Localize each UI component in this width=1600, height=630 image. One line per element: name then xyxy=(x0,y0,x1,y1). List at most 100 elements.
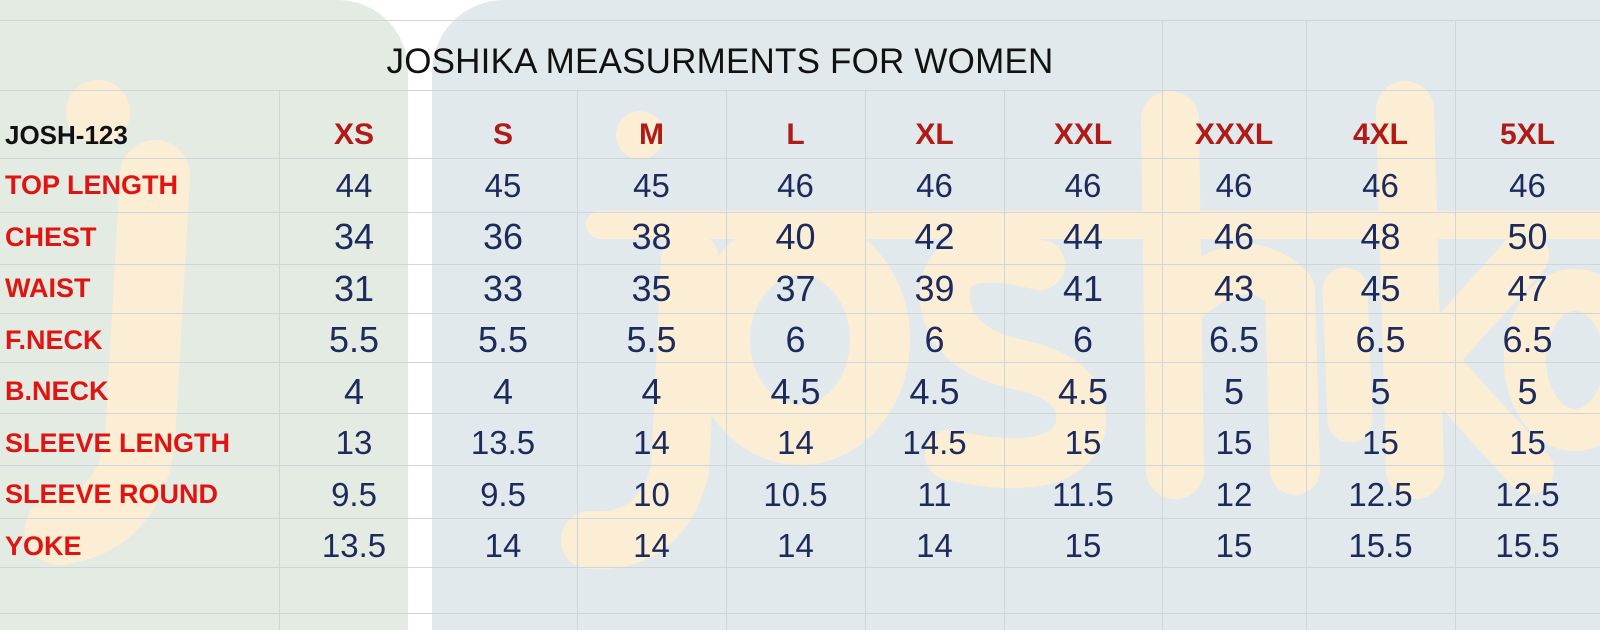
measurement-value: 14 xyxy=(633,424,670,462)
measurement-value: 35 xyxy=(631,267,672,309)
measurement-value: 11.5 xyxy=(1052,475,1114,513)
measurement-label: CHEST xyxy=(5,221,97,252)
measurement-value: 9.5 xyxy=(331,475,377,513)
measurement-value: 4 xyxy=(343,370,365,412)
measurement-value: 36 xyxy=(482,216,524,258)
measurement-value: 12.5 xyxy=(1495,475,1560,513)
measurement-value: 15 xyxy=(1509,424,1546,462)
measurement-value: 33 xyxy=(482,267,524,309)
measurement-label: B.NECK xyxy=(5,376,109,407)
chart-title: JOSHIKA MEASURMENTS FOR WOMEN xyxy=(386,42,1054,81)
size-header: 4XL xyxy=(1352,118,1409,151)
measurement-value: 5 xyxy=(1223,370,1245,412)
measurement-value: 5 xyxy=(1517,370,1538,412)
measurement-value: 14 xyxy=(777,527,814,565)
size-header: XXXL xyxy=(1194,118,1274,151)
measurement-value: 46 xyxy=(1509,166,1546,204)
size-header: M xyxy=(639,118,664,151)
table-row: TOP LENGTH 44 45 45 46 46 46 46 46 46 xyxy=(0,160,1600,212)
measurement-value: 46 xyxy=(1064,166,1102,204)
measurement-value: 31 xyxy=(333,267,375,309)
measurement-value: 39 xyxy=(914,267,955,309)
measurement-value: 5 xyxy=(1370,370,1391,412)
table-row: WAIST 31 33 35 37 39 41 43 45 47 xyxy=(0,263,1600,315)
measurement-value: 45 xyxy=(633,166,670,204)
measurement-value: 13.5 xyxy=(470,424,536,462)
measurement-value: 47 xyxy=(1507,267,1548,309)
measurement-value: 43 xyxy=(1213,267,1255,309)
measurement-value: 10.5 xyxy=(763,475,828,513)
measurement-value: 50 xyxy=(1507,216,1548,258)
measurement-value: 9.5 xyxy=(480,475,526,513)
measurement-label: SLEEVE LENGTH xyxy=(5,427,231,458)
measurement-value: 5.5 xyxy=(626,319,677,361)
measurement-label: TOP LENGTH xyxy=(5,170,179,201)
measurement-value: 42 xyxy=(914,216,955,258)
measurement-value: 46 xyxy=(1362,166,1399,204)
size-chart-table: JOSH-123 XS S M L XL XXL XXXL 4XL 5XL TO… xyxy=(0,110,1600,572)
measurement-value: 15 xyxy=(1362,424,1399,462)
measurement-value: 13.5 xyxy=(321,527,387,565)
measurement-value: 34 xyxy=(333,216,375,258)
size-header-row: JOSH-123 XS S M L XL XXL XXXL 4XL 5XL xyxy=(0,110,1600,160)
measurement-value: 6 xyxy=(1072,319,1094,361)
measurement-value: 4 xyxy=(492,370,514,412)
measurement-value: 5.5 xyxy=(328,319,380,361)
measurement-value: 48 xyxy=(1360,216,1401,258)
measurement-value: 44 xyxy=(335,166,373,204)
measurement-label: F.NECK xyxy=(5,324,103,355)
size-header: XXL xyxy=(1053,118,1113,151)
measurement-value: 12.5 xyxy=(1348,475,1413,513)
measurement-value: 45 xyxy=(484,166,522,204)
measurement-value: 12 xyxy=(1215,475,1253,513)
measurement-value: 14 xyxy=(633,527,670,565)
measurement-value: 10 xyxy=(633,475,670,513)
measurement-value: 46 xyxy=(1213,216,1255,258)
measurement-value: 4.5 xyxy=(909,370,960,412)
measurement-value: 13 xyxy=(335,424,373,462)
measurement-label: WAIST xyxy=(5,273,91,304)
measurement-label: SLEEVE ROUND xyxy=(5,479,219,510)
measurement-value: 15 xyxy=(1215,424,1253,462)
size-header: XS xyxy=(333,118,375,151)
measurement-value: 40 xyxy=(775,216,816,258)
measurement-value: 6.5 xyxy=(1355,319,1406,361)
measurement-value: 46 xyxy=(1215,166,1253,204)
measurement-value: 14.5 xyxy=(902,424,967,462)
measurement-value: 38 xyxy=(631,216,672,258)
measurement-value: 37 xyxy=(775,267,816,309)
size-header: L xyxy=(786,118,805,151)
measurement-label: YOKE xyxy=(5,530,82,561)
measurement-value: 41 xyxy=(1062,267,1104,309)
measurement-value: 6.5 xyxy=(1502,319,1553,361)
measurement-value: 15 xyxy=(1064,424,1102,462)
measurement-value: 14 xyxy=(777,424,814,462)
measurement-value: 15.5 xyxy=(1495,527,1560,565)
measurement-value: 4.5 xyxy=(770,370,821,412)
measurement-value: 45 xyxy=(1360,267,1401,309)
measurement-value: 6 xyxy=(785,319,806,361)
measurement-value: 46 xyxy=(777,166,814,204)
measurement-value: 44 xyxy=(1062,216,1104,258)
measurement-value: 15 xyxy=(1215,527,1253,565)
measurement-value: 4 xyxy=(641,370,662,412)
measurement-value: 46 xyxy=(916,166,953,204)
measurement-value: 6.5 xyxy=(1208,319,1260,361)
size-header: 5XL xyxy=(1499,118,1556,151)
size-header: XL xyxy=(915,118,954,151)
table-row: YOKE 13.5 14 14 14 14 15 15 15.5 15.5 xyxy=(0,521,1600,573)
size-header: S xyxy=(492,118,513,151)
measurement-value: 15.5 xyxy=(1348,527,1413,565)
style-code: JOSH-123 xyxy=(5,119,128,150)
measurement-value: 11 xyxy=(917,475,952,513)
measurement-value: 14 xyxy=(484,527,522,565)
measurement-value: 4.5 xyxy=(1057,370,1109,412)
measurement-value: 5.5 xyxy=(477,319,529,361)
table-row: F.NECK 5.5 5.5 5.5 6 6 6 6.5 6.5 6.5 xyxy=(0,315,1600,367)
table-row: SLEEVE ROUND 9.5 9.5 10 10.5 11 11.5 12 … xyxy=(0,469,1600,521)
table-row: SLEEVE LENGTH 13 13.5 14 14 14.5 15 15 1… xyxy=(0,418,1600,470)
table-row: B.NECK 4 4 4 4.5 4.5 4.5 5 5 5 xyxy=(0,366,1600,418)
table-row: CHEST 34 36 38 40 42 44 46 48 50 xyxy=(0,212,1600,264)
measurement-value: 15 xyxy=(1064,527,1102,565)
measurement-value: 6 xyxy=(924,319,945,361)
